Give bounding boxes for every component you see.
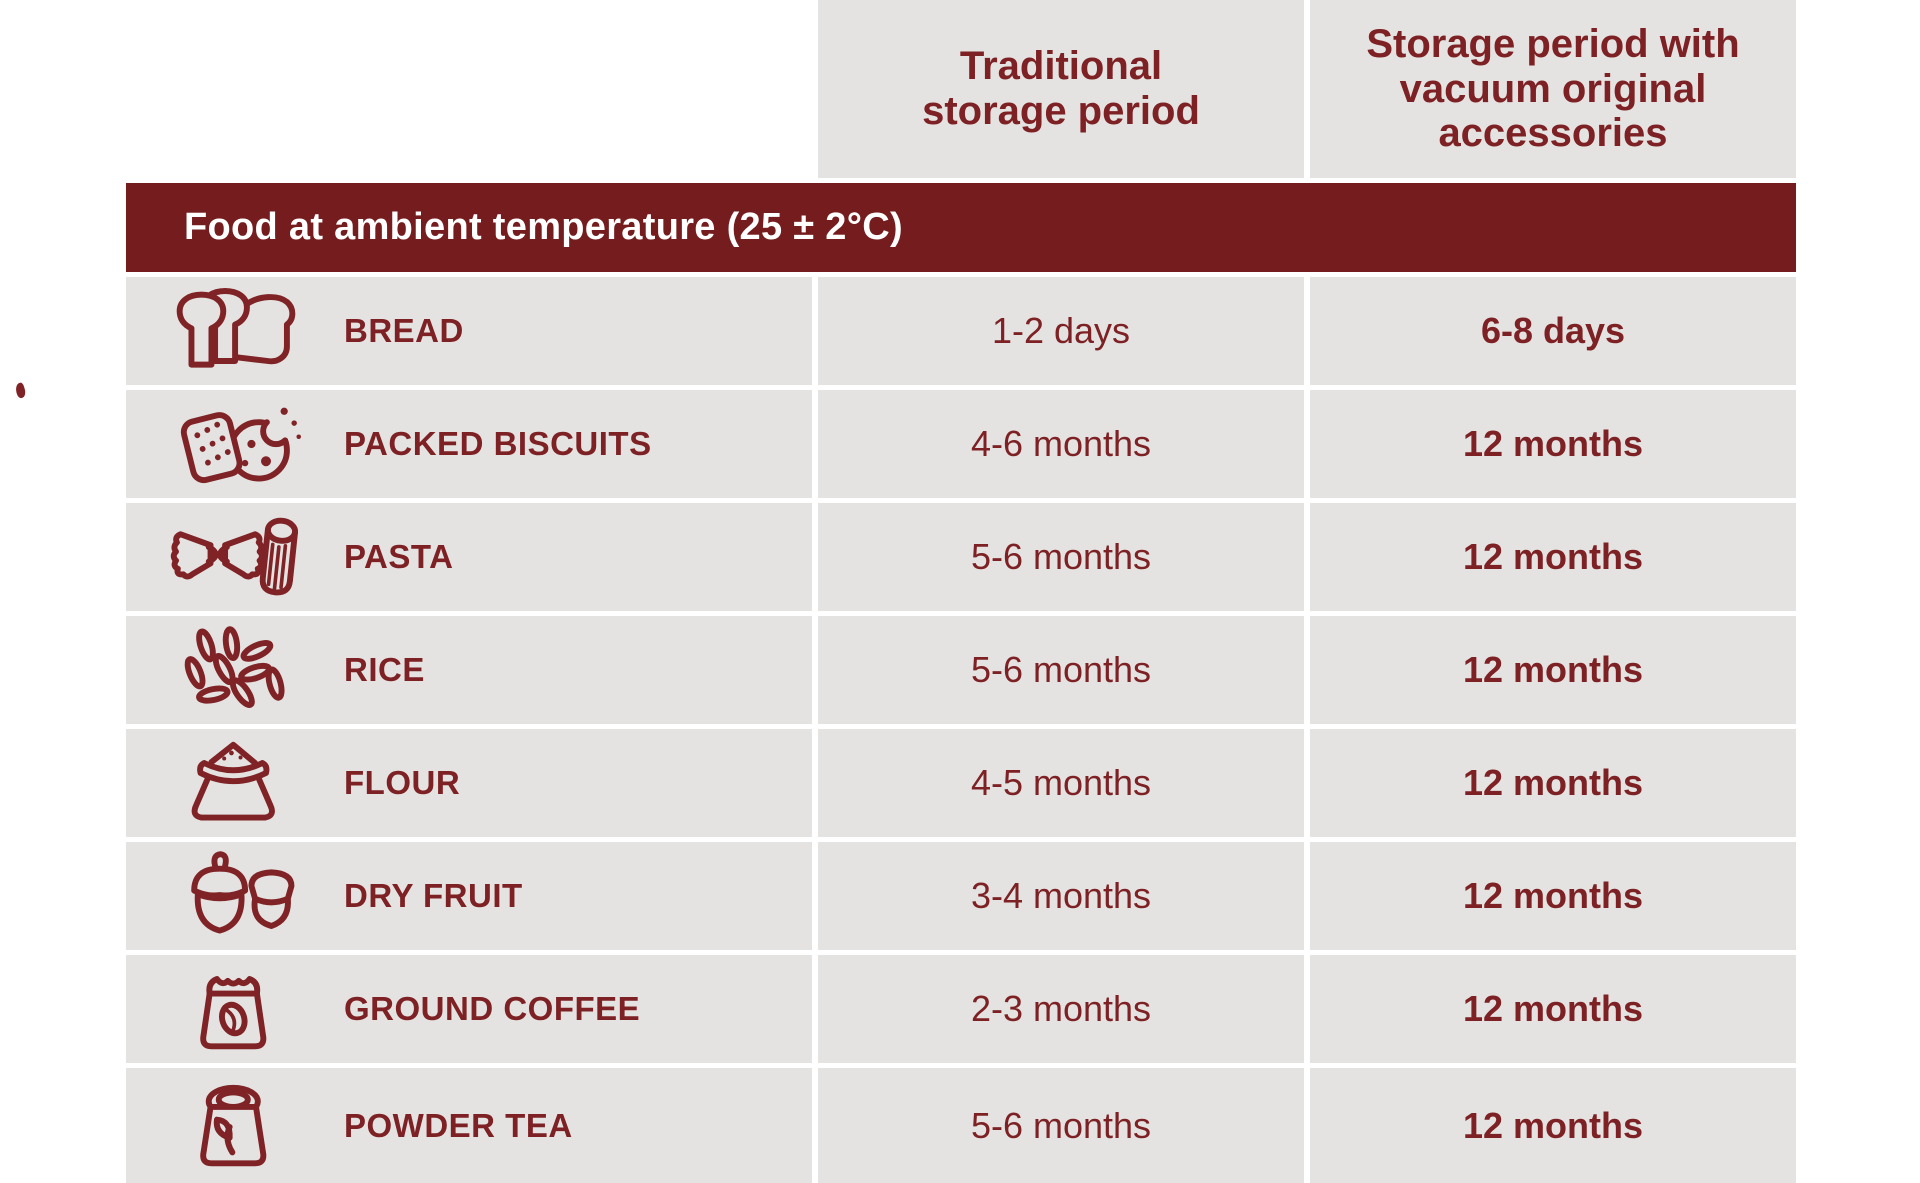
coffee-icon xyxy=(156,959,316,1059)
vacuum-value: 12 months xyxy=(1462,1104,1644,1146)
food-label: BREAD xyxy=(344,312,464,349)
traditional-value: 4-5 months xyxy=(970,762,1152,803)
vacuum-cell: 12 months xyxy=(1310,503,1796,611)
food-label: GROUND COFFEE xyxy=(344,990,641,1027)
food-cell: GROUND COFFEE xyxy=(126,955,812,1063)
traditional-cell: 5-6 months xyxy=(818,503,1304,611)
traditional-value: 2-3 months xyxy=(970,988,1152,1029)
food-label: FLOUR xyxy=(344,764,461,801)
food-label: DRY FRUIT xyxy=(344,877,523,914)
traditional-value: 1-2 days xyxy=(991,310,1131,351)
vacuum-value: 12 months xyxy=(1462,536,1644,577)
traditional-cell: 5-6 months xyxy=(818,616,1304,724)
traditional-value: 3-4 months xyxy=(970,875,1152,916)
vacuum-cell: 6-8 days xyxy=(1310,277,1796,385)
vacuum-value: 12 months xyxy=(1462,649,1644,690)
tea-icon xyxy=(156,1076,316,1176)
vacuum-value: 12 months xyxy=(1462,762,1644,803)
traditional-value: 5-6 months xyxy=(970,649,1152,690)
vacuum-value: 6-8 days xyxy=(1480,310,1626,351)
food-label: PACKED BISCUITS xyxy=(344,425,652,462)
vacuum-cell: 12 months xyxy=(1310,729,1796,837)
vacuum-cell: 12 months xyxy=(1310,955,1796,1063)
section-banner: Food at ambient temperature (25 ± 2°C) xyxy=(126,183,1796,272)
vacuum-cell: 12 months xyxy=(1310,390,1796,498)
traditional-cell: 5-6 months xyxy=(818,1068,1304,1183)
food-cell: PACKED BISCUITS xyxy=(126,390,812,498)
vacuum-value: 12 months xyxy=(1462,875,1644,916)
food-cell: FLOUR xyxy=(126,729,812,837)
traditional-cell: 3-4 months xyxy=(818,842,1304,950)
traditional-value: 4-6 months xyxy=(970,423,1152,464)
stray-ink-mark xyxy=(13,381,28,400)
food-label: POWDER TEA xyxy=(344,1106,573,1144)
vacuum-value: 12 months xyxy=(1462,423,1644,464)
food-cell: DRY FRUIT xyxy=(126,842,812,950)
storage-table: Traditional storage period Storage perio… xyxy=(126,0,1796,1183)
traditional-value: 5-6 months xyxy=(970,1104,1152,1146)
rice-icon xyxy=(156,620,316,720)
traditional-cell: 4-5 months xyxy=(818,729,1304,837)
vacuum-cell: 12 months xyxy=(1310,1068,1796,1183)
food-cell: POWDER TEA xyxy=(126,1068,812,1183)
food-cell: BREAD xyxy=(126,277,812,385)
traditional-cell: 2-3 months xyxy=(818,955,1304,1063)
bread-icon xyxy=(156,281,316,381)
traditional-value: 5-6 months xyxy=(970,536,1152,577)
vacuum-value: 12 months xyxy=(1462,988,1644,1029)
flour-icon xyxy=(156,733,316,833)
food-cell: PASTA xyxy=(126,503,812,611)
vacuum-cell: 12 months xyxy=(1310,842,1796,950)
dry-fruit-icon xyxy=(156,846,316,946)
pasta-icon xyxy=(156,507,316,607)
vacuum-cell: 12 months xyxy=(1310,616,1796,724)
traditional-cell: 4-6 months xyxy=(818,390,1304,498)
header-food-spacer xyxy=(126,0,812,178)
food-cell: RICE xyxy=(126,616,812,724)
food-label: RICE xyxy=(344,651,425,688)
header-vacuum-period: Storage period with vacuum original acce… xyxy=(1310,0,1796,178)
biscuits-icon xyxy=(156,394,316,494)
food-label: PASTA xyxy=(344,538,454,575)
traditional-cell: 1-2 days xyxy=(818,277,1304,385)
header-traditional-period: Traditional storage period xyxy=(818,0,1304,178)
section-banner-title: Food at ambient temperature (25 ± 2°C) xyxy=(184,206,903,248)
